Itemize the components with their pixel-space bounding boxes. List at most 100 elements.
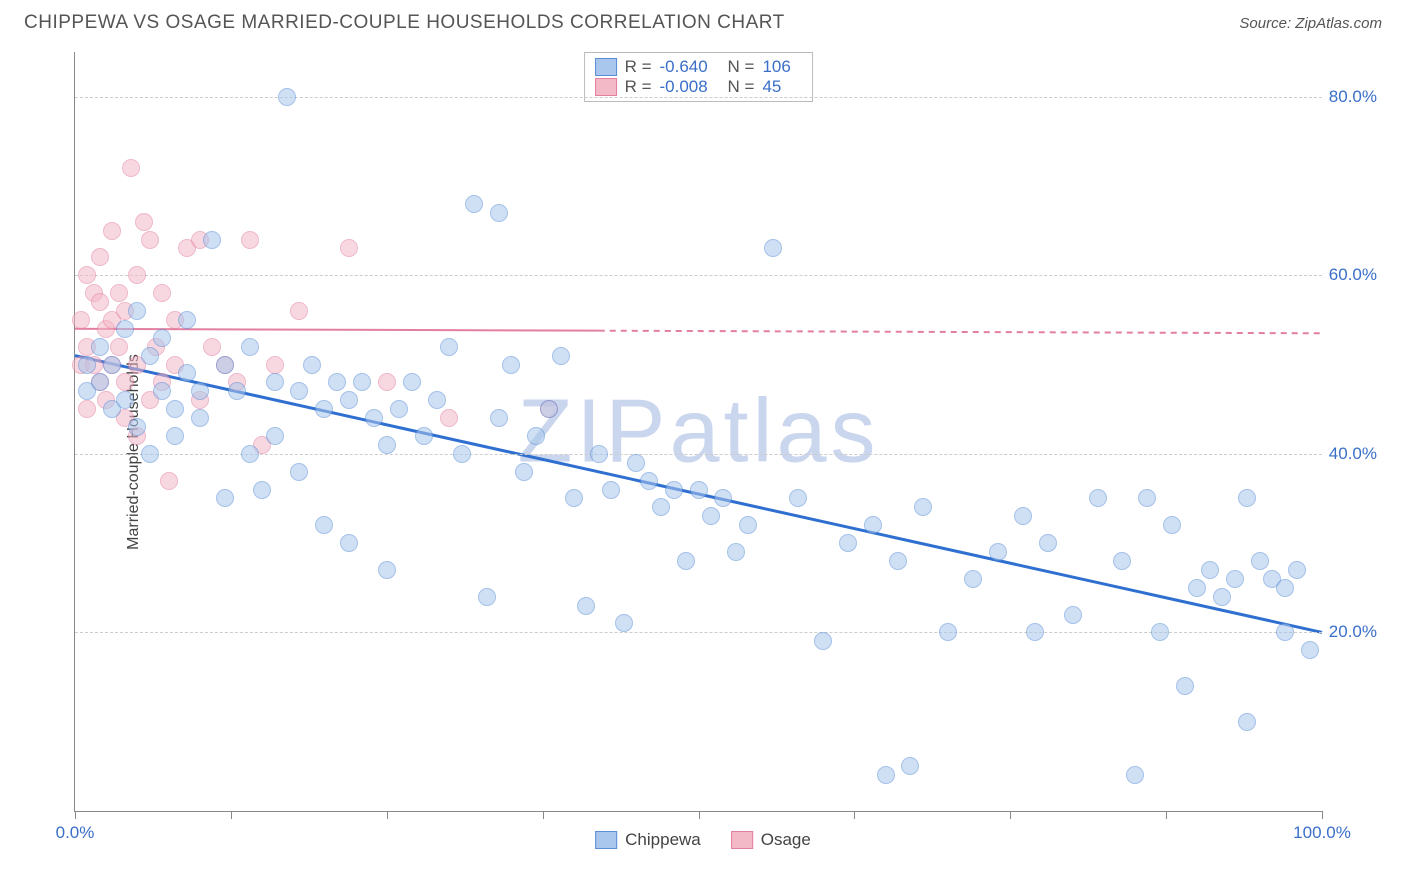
scatter-point-chippewa — [677, 552, 695, 570]
gridline-horizontal — [75, 454, 1322, 455]
x-tick-label: 100.0% — [1293, 823, 1351, 843]
scatter-point-chippewa — [665, 481, 683, 499]
scatter-point-chippewa — [266, 427, 284, 445]
scatter-point-chippewa — [702, 507, 720, 525]
scatter-point-chippewa — [490, 204, 508, 222]
scatter-point-chippewa — [652, 498, 670, 516]
scatter-point-chippewa — [178, 364, 196, 382]
legend-r-label: R = — [625, 57, 652, 77]
scatter-point-chippewa — [91, 373, 109, 391]
scatter-point-osage — [116, 373, 134, 391]
scatter-point-osage — [72, 311, 90, 329]
x-tick — [1322, 811, 1323, 819]
scatter-point-osage — [78, 400, 96, 418]
scatter-point-chippewa — [490, 409, 508, 427]
scatter-point-chippewa — [241, 445, 259, 463]
scatter-point-chippewa — [839, 534, 857, 552]
scatter-point-chippewa — [290, 463, 308, 481]
scatter-point-osage — [153, 284, 171, 302]
scatter-point-chippewa — [153, 382, 171, 400]
legend-item: Osage — [731, 830, 811, 850]
legend-r-value: -0.008 — [660, 77, 720, 97]
scatter-point-chippewa — [914, 498, 932, 516]
scatter-point-osage — [135, 213, 153, 231]
scatter-point-chippewa — [428, 391, 446, 409]
scatter-point-chippewa — [365, 409, 383, 427]
scatter-point-chippewa — [166, 400, 184, 418]
scatter-point-chippewa — [166, 427, 184, 445]
y-tick-label: 40.0% — [1329, 444, 1377, 464]
x-tick — [1010, 811, 1011, 819]
scatter-point-chippewa — [278, 88, 296, 106]
scatter-point-chippewa — [627, 454, 645, 472]
scatter-point-chippewa — [191, 409, 209, 427]
trend-lines-svg — [75, 52, 1322, 811]
scatter-point-chippewa — [1238, 489, 1256, 507]
scatter-point-chippewa — [241, 338, 259, 356]
scatter-point-osage — [78, 266, 96, 284]
y-tick-label: 60.0% — [1329, 265, 1377, 285]
gridline-horizontal — [75, 97, 1322, 98]
scatter-point-chippewa — [739, 516, 757, 534]
legend-n-label: N = — [728, 57, 755, 77]
scatter-point-osage — [91, 293, 109, 311]
legend-swatch — [731, 831, 753, 849]
scatter-point-chippewa — [340, 534, 358, 552]
scatter-point-chippewa — [116, 391, 134, 409]
scatter-point-chippewa — [103, 356, 121, 374]
scatter-point-chippewa — [91, 338, 109, 356]
scatter-point-chippewa — [353, 373, 371, 391]
x-tick — [699, 811, 700, 819]
scatter-point-osage — [241, 231, 259, 249]
scatter-point-chippewa — [453, 445, 471, 463]
scatter-point-osage — [122, 159, 140, 177]
scatter-point-chippewa — [640, 472, 658, 490]
scatter-point-chippewa — [590, 445, 608, 463]
scatter-point-chippewa — [153, 329, 171, 347]
scatter-point-chippewa — [502, 356, 520, 374]
x-tick — [387, 811, 388, 819]
scatter-point-chippewa — [228, 382, 246, 400]
scatter-point-chippewa — [1089, 489, 1107, 507]
scatter-point-chippewa — [602, 481, 620, 499]
scatter-point-chippewa — [964, 570, 982, 588]
scatter-point-chippewa — [1288, 561, 1306, 579]
scatter-point-chippewa — [1201, 561, 1219, 579]
scatter-point-chippewa — [1276, 579, 1294, 597]
legend-n-value: 45 — [762, 77, 802, 97]
scatter-point-chippewa — [478, 588, 496, 606]
scatter-point-chippewa — [216, 356, 234, 374]
gridline-horizontal — [75, 632, 1322, 633]
trend-line-dashed-osage — [599, 331, 1322, 334]
scatter-point-chippewa — [390, 400, 408, 418]
x-tick — [231, 811, 232, 819]
scatter-point-chippewa — [78, 356, 96, 374]
scatter-point-chippewa — [378, 561, 396, 579]
scatter-point-chippewa — [1014, 507, 1032, 525]
legend-n-value: 106 — [762, 57, 802, 77]
x-tick — [1166, 811, 1167, 819]
legend-swatch — [595, 58, 617, 76]
scatter-point-osage — [103, 222, 121, 240]
scatter-point-chippewa — [565, 489, 583, 507]
scatter-point-osage — [91, 248, 109, 266]
scatter-point-osage — [110, 284, 128, 302]
gridline-horizontal — [75, 275, 1322, 276]
legend-swatch — [595, 78, 617, 96]
legend-swatch — [595, 831, 617, 849]
chart-container: Married-couple Households ZIPatlas R =-0… — [24, 42, 1382, 862]
scatter-point-chippewa — [266, 373, 284, 391]
legend-row: R =-0.008N =45 — [595, 77, 803, 97]
scatter-point-chippewa — [714, 489, 732, 507]
scatter-point-osage — [160, 472, 178, 490]
scatter-point-chippewa — [527, 427, 545, 445]
scatter-point-chippewa — [1276, 623, 1294, 641]
scatter-point-chippewa — [315, 516, 333, 534]
scatter-point-osage — [378, 373, 396, 391]
scatter-point-chippewa — [378, 436, 396, 454]
scatter-point-chippewa — [303, 356, 321, 374]
scatter-point-osage — [290, 302, 308, 320]
scatter-point-chippewa — [1151, 623, 1169, 641]
correlation-legend: R =-0.640N =106R =-0.008N =45 — [584, 52, 814, 102]
x-tick — [543, 811, 544, 819]
